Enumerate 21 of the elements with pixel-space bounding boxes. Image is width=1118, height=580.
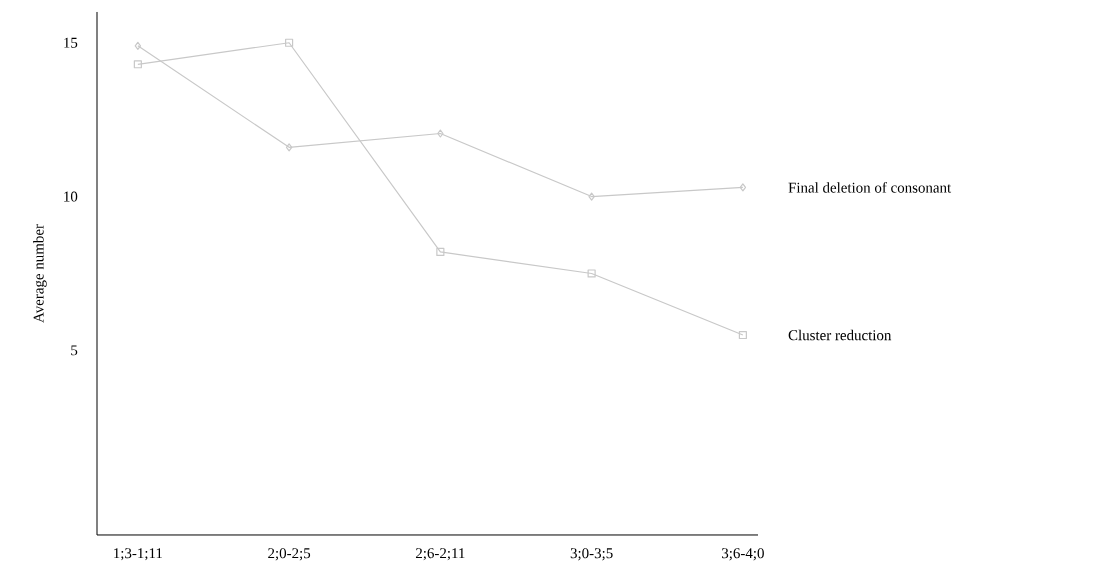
point <box>588 192 595 201</box>
text: Cluster reduction <box>788 329 892 341</box>
point <box>285 143 293 152</box>
x-tick-label: 3;6-4;0 <box>722 548 764 561</box>
y-axis-title: Average number <box>33 224 47 323</box>
point <box>134 41 142 50</box>
x-tick-label: 2;0-2;5 <box>268 548 311 561</box>
x-tick-label: 2;6-2;11 <box>415 548 465 561</box>
x-tick-label: 3;0-3;5 <box>570 548 613 561</box>
text: Final deletion of consonant <box>788 182 952 193</box>
y-tick-label: 15 <box>64 37 78 48</box>
y-tick-label: 5 <box>71 345 78 356</box>
x-tick-label: 1;3-1;11 <box>114 548 163 561</box>
point <box>437 129 444 138</box>
point <box>436 247 445 257</box>
point <box>587 269 596 278</box>
point <box>285 38 294 47</box>
point <box>739 183 747 192</box>
y-tick-label: 10 <box>64 191 78 202</box>
point <box>133 60 142 69</box>
point <box>738 330 747 340</box>
